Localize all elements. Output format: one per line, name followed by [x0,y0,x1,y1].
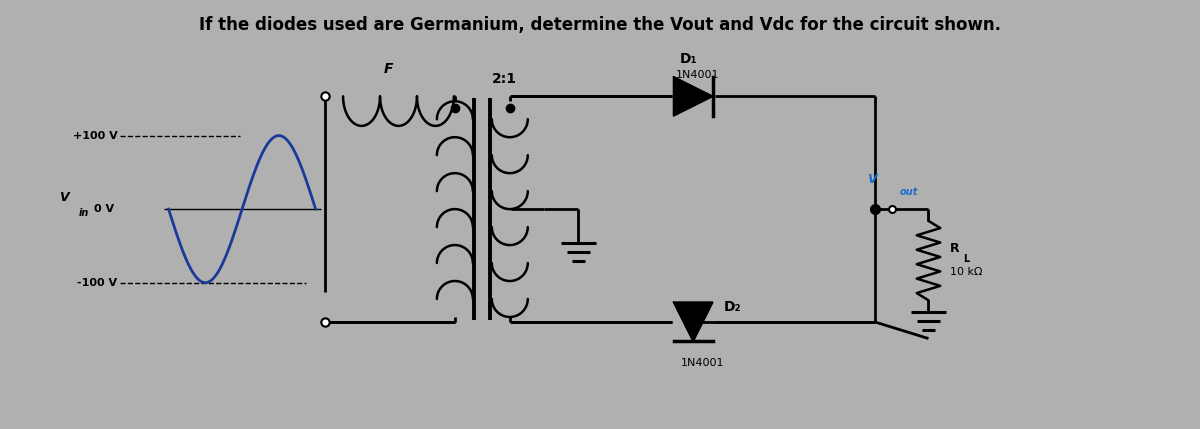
Text: -100 V: -100 V [78,278,118,288]
Text: V: V [59,191,68,204]
Text: F: F [384,62,394,76]
Text: +100 V: +100 V [73,130,118,141]
Text: D₂: D₂ [724,300,742,314]
Polygon shape [673,302,713,341]
Text: R: R [950,242,960,255]
Text: out: out [900,187,918,197]
Text: 1N4001: 1N4001 [677,70,720,80]
Text: V: V [866,173,876,186]
Text: D₁: D₁ [679,52,697,66]
Text: L: L [962,254,970,264]
Text: 2:1: 2:1 [492,72,517,86]
Polygon shape [673,77,713,116]
Text: If the diodes used are Germanium, determine the Vout and Vdc for the circuit sho: If the diodes used are Germanium, determ… [199,16,1001,34]
Text: 1N4001: 1N4001 [682,358,725,368]
Text: 10 kΩ: 10 kΩ [950,267,983,278]
Text: in: in [78,208,89,218]
Text: 0 V: 0 V [95,204,115,214]
